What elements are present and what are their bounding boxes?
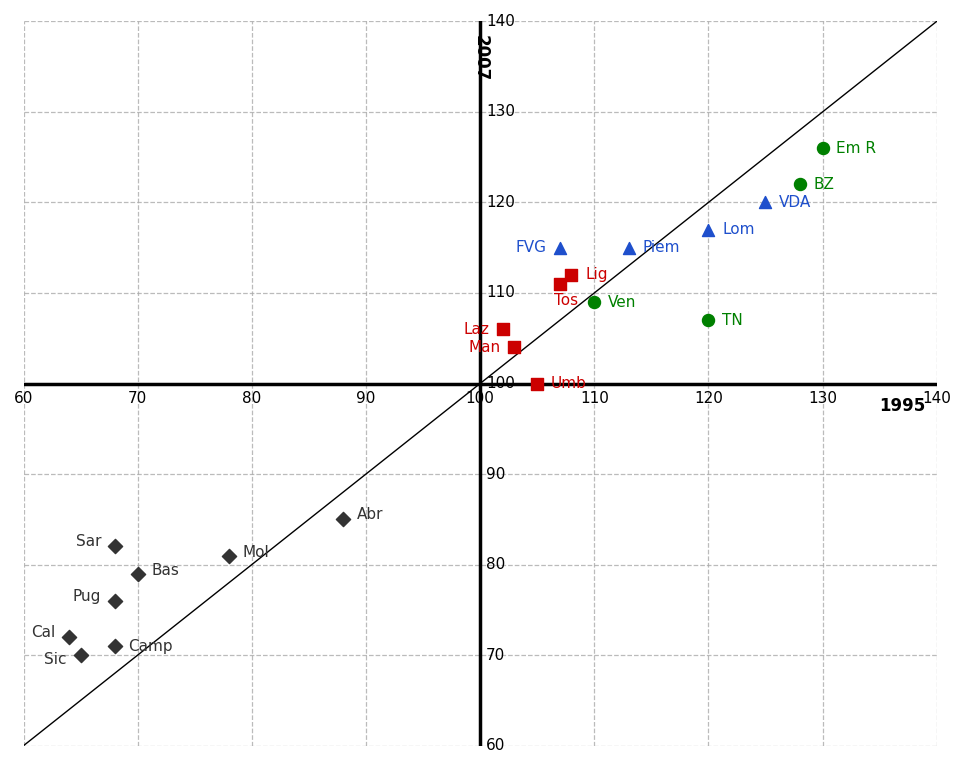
Text: Mol: Mol — [243, 545, 269, 560]
Point — [107, 594, 123, 607]
Text: Ven: Ven — [608, 295, 636, 310]
Point — [620, 242, 636, 254]
Text: Abr: Abr — [357, 507, 383, 522]
Text: 60: 60 — [485, 738, 506, 753]
Text: 90: 90 — [356, 390, 375, 406]
Text: 70: 70 — [128, 390, 148, 406]
Point — [62, 630, 77, 643]
Text: 140: 140 — [923, 390, 951, 406]
Text: BZ: BZ — [813, 177, 835, 192]
Text: Pug: Pug — [72, 589, 101, 604]
Point — [107, 640, 123, 652]
Point — [107, 540, 123, 552]
Text: Lig: Lig — [585, 268, 608, 282]
Text: FVG: FVG — [515, 240, 546, 255]
Point — [814, 142, 830, 154]
Text: 2007: 2007 — [471, 35, 489, 81]
Text: Sar: Sar — [75, 535, 101, 549]
Point — [530, 377, 545, 390]
Text: 80: 80 — [242, 390, 262, 406]
Text: Lom: Lom — [722, 222, 755, 237]
Point — [758, 196, 773, 209]
Point — [564, 268, 579, 281]
Text: Tos: Tos — [554, 293, 578, 308]
Text: 70: 70 — [485, 647, 505, 663]
Point — [495, 323, 510, 335]
Text: Camp: Camp — [128, 639, 173, 653]
Point — [130, 568, 146, 580]
Point — [336, 513, 351, 525]
Text: Umb: Umb — [551, 376, 587, 391]
Point — [701, 223, 716, 235]
Text: Em R: Em R — [837, 140, 876, 156]
Text: 140: 140 — [485, 14, 514, 29]
Point — [792, 178, 808, 190]
Text: 130: 130 — [485, 104, 515, 120]
Text: 60: 60 — [14, 390, 33, 406]
Text: 120: 120 — [694, 390, 723, 406]
Text: Laz: Laz — [463, 321, 489, 337]
Point — [701, 314, 716, 326]
Text: 100: 100 — [466, 390, 494, 406]
Text: 90: 90 — [485, 466, 506, 482]
Text: Man: Man — [469, 340, 501, 355]
Text: 80: 80 — [485, 557, 505, 572]
Point — [587, 296, 602, 308]
Text: 120: 120 — [485, 195, 514, 210]
Text: Bas: Bas — [152, 564, 179, 578]
Point — [221, 549, 236, 561]
Point — [552, 242, 567, 254]
Point — [552, 278, 567, 290]
Text: Piem: Piem — [642, 240, 679, 255]
Text: 130: 130 — [808, 390, 837, 406]
Point — [507, 341, 522, 354]
Text: 1995: 1995 — [879, 397, 925, 415]
Point — [73, 649, 89, 661]
Text: Cal: Cal — [31, 625, 56, 640]
Text: 110: 110 — [580, 390, 609, 406]
Text: 110: 110 — [485, 285, 514, 301]
Text: TN: TN — [722, 313, 743, 328]
Text: Sic: Sic — [44, 652, 67, 667]
Text: VDA: VDA — [779, 195, 812, 210]
Text: 100: 100 — [485, 376, 514, 391]
